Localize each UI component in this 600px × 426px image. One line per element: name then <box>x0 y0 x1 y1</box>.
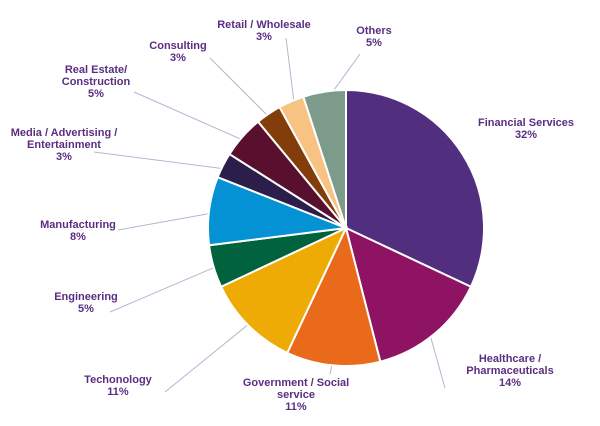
leader-line-consulting <box>209 57 275 123</box>
slice-label-techonology: Techonology 11% <box>84 374 153 398</box>
leader-line-media-advertising-entertainment <box>93 151 232 171</box>
pie-slice-financial-services <box>345 88 485 289</box>
leader-line-retail-wholesale <box>285 37 296 111</box>
slice-label-retail-wholesale: Retail / Wholesale 3% <box>217 19 311 43</box>
slice-label-financial-services: Financial Services 32% <box>478 117 574 141</box>
pie-slice-techonology <box>219 225 349 355</box>
slice-label-government-social-service: Government / Social service 11% <box>243 377 349 413</box>
slice-label-real-estate-construction: Real Estate/Construction 5% <box>62 64 131 100</box>
pie-slice-others <box>302 88 347 229</box>
slice-label-media-advertising-entertainment: Media / Advertising / Entertainment 3% <box>11 127 118 163</box>
slice-labels: Financial Services 32% Healthcare / Pharmac… <box>11 19 574 413</box>
slice-label-engineering: Engineering 5% <box>54 291 118 315</box>
leader-line-manufacturing <box>117 211 219 231</box>
slice-label-healthcare-pharmaceuticals: Healthcare / Pharmaceuticals 14% <box>466 353 553 389</box>
pie-slices <box>207 88 485 367</box>
slice-label-manufacturing: Manufacturing 8% <box>40 219 116 243</box>
pie-slice-government-social-service <box>285 225 382 367</box>
leader-line-engineering <box>109 263 223 313</box>
leader-line-real-estate-construction <box>133 91 250 144</box>
slice-label-others: Others 5% <box>356 25 391 49</box>
slice-label-consulting: Consulting 3% <box>149 40 206 64</box>
pie-slice-healthcare-pharmaceuticals <box>344 226 473 363</box>
leader-line-techonology <box>164 318 256 393</box>
